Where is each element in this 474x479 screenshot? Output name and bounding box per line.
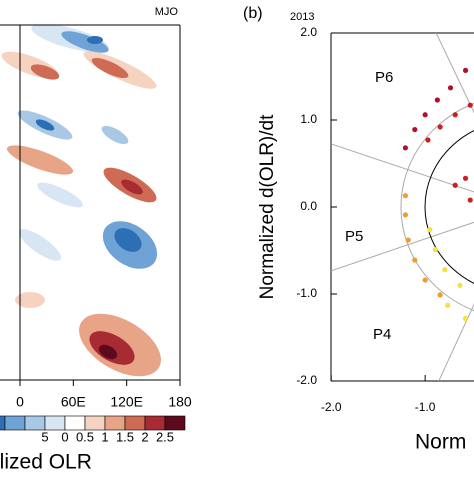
point [402, 193, 409, 199]
y-tick-label: 1.0 [300, 112, 317, 126]
point [402, 212, 409, 218]
point [412, 126, 418, 133]
point [445, 302, 451, 308]
panel-title: MJO [155, 6, 179, 18]
point [434, 97, 440, 103]
colorbar-swatch [144, 415, 166, 431]
y-tick-label: -1.0 [296, 286, 317, 300]
y-tick-label: -2.0 [296, 373, 317, 387]
colorbar-swatch [24, 415, 46, 431]
point [457, 282, 463, 288]
contour-field [1, 25, 161, 377]
point [402, 145, 409, 151]
point [462, 315, 469, 321]
phase-label: P4 [373, 326, 391, 343]
x-tick-label: 180 [168, 394, 192, 410]
colorbar-tick-label: 0 [61, 429, 68, 444]
point [412, 257, 418, 263]
panel-label: (b) [243, 5, 263, 22]
phase-label: P5 [345, 228, 363, 245]
point [422, 277, 428, 283]
colorbar-swatch [4, 415, 26, 431]
colorbar-tick-label: 5 [41, 429, 48, 444]
x-axis-label: Norm [415, 431, 466, 454]
point [437, 292, 443, 298]
point [437, 124, 443, 130]
point [432, 247, 439, 253]
phase-label: P6 [375, 69, 393, 86]
point [467, 197, 473, 203]
x-tick-label: -1.0 [415, 400, 436, 414]
colorbar-swatch [64, 415, 86, 431]
point [442, 267, 448, 273]
point [447, 85, 454, 91]
colorbar-swatch [124, 415, 146, 431]
colorbar-swatch [164, 415, 186, 431]
phase-lines [331, 33, 474, 381]
x-tick-label: -2.0 [321, 400, 342, 414]
x-tick-label: 0 [16, 394, 24, 410]
point [462, 175, 469, 181]
point [425, 137, 431, 143]
colorbar-label: alized OLR [0, 451, 92, 474]
point [467, 102, 473, 108]
point [422, 112, 428, 118]
x-tick-label: 60E [61, 394, 86, 410]
colorbar-swatch [0, 415, 6, 431]
colorbar-swatch [104, 415, 126, 431]
colorbar-tick-label: 0.5 [76, 429, 94, 444]
colorbar-tick-label: 2.5 [156, 429, 174, 444]
point [405, 237, 411, 243]
point [427, 227, 433, 233]
panel-title: 2013 [290, 11, 314, 23]
colorbar-tick-label: 2 [141, 429, 148, 444]
point [462, 67, 469, 74]
colorbar-tick-label: 1.5 [116, 429, 134, 444]
point [452, 112, 458, 118]
colorbar-swatch [44, 415, 66, 431]
colorbar-swatch [84, 415, 106, 431]
colorbar-tick-label: 1 [101, 429, 108, 444]
y-tick-label: 2.0 [300, 25, 317, 39]
y-tick-label: 0.0 [300, 199, 317, 213]
y-axis-label: Normalized d(OLR)/dt [257, 114, 278, 299]
point [452, 182, 458, 188]
x-tick-label: 120E [110, 394, 143, 410]
